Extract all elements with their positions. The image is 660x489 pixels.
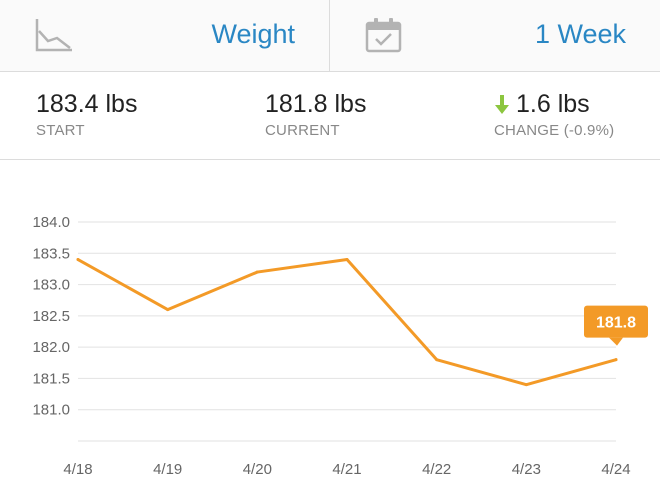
series-line: [76, 258, 618, 387]
x-tick-label: 4/22: [422, 461, 451, 478]
date-range-selector[interactable]: 1 Week: [330, 0, 660, 71]
current-value: 181.8 lbs: [265, 90, 367, 118]
y-tick-label: 184.0: [32, 214, 70, 231]
calendar-check-icon: [365, 18, 402, 53]
x-tick-label: 4/19: [153, 461, 182, 478]
data-point: [255, 270, 259, 274]
current-stat: 181.8 lbs CURRENT: [265, 90, 366, 139]
data-point: [524, 383, 528, 387]
y-tick-label: 183.5: [32, 245, 70, 262]
weight-line-chart: 184.0 183.5 183.0 182.5 182.0 181.5 181.0 4/18 4…: [32, 214, 648, 478]
data-point: [166, 308, 170, 312]
down-arrow-icon: [495, 94, 509, 114]
x-tick-label: 4/24: [601, 461, 630, 478]
metric-label: Weight: [211, 19, 295, 49]
y-tick-label: 181.5: [32, 370, 70, 387]
start-value: 183.4 lbs: [36, 90, 138, 118]
header-divider: [329, 0, 330, 71]
y-tick-label: 181.0: [32, 402, 70, 419]
summary-stats: 183.4 lbs START 181.8 lbs CURRENT 1.6 lb…: [0, 72, 660, 160]
change-value: 1.6 lbs: [516, 90, 590, 118]
top-bar: Weight 1 Week: [0, 0, 660, 72]
start-label: START: [36, 122, 85, 139]
weight-chart: 184.0 183.5 183.0 182.5 182.0 181.5 181.0 4/18 4…: [0, 160, 660, 489]
line-chart-icon: [35, 19, 72, 52]
x-tick-label: 4/20: [243, 461, 272, 478]
y-tick-label: 183.0: [32, 277, 70, 294]
data-point: [435, 358, 439, 362]
x-tick-label: 4/23: [512, 461, 541, 478]
start-stat: 183.4 lbs START: [36, 90, 137, 139]
current-label: CURRENT: [265, 122, 340, 139]
data-point: [345, 258, 349, 262]
y-tick-label: 182.0: [32, 339, 70, 356]
data-point: [614, 358, 618, 362]
value-callout: [584, 305, 648, 338]
range-label: 1 Week: [534, 19, 626, 49]
metric-selector[interactable]: Weight: [0, 0, 329, 71]
value-callout-label: 181.8: [596, 315, 636, 332]
change-label: CHANGE (-0.9%): [494, 122, 615, 139]
data-point: [76, 258, 80, 262]
y-tick-label: 182.5: [32, 308, 70, 325]
value-callout-pointer: [609, 337, 623, 346]
x-tick-label: 4/18: [63, 461, 92, 478]
x-tick-label: 4/21: [332, 461, 361, 478]
change-stat: 1.6 lbs CHANGE (-0.9%): [494, 90, 614, 139]
